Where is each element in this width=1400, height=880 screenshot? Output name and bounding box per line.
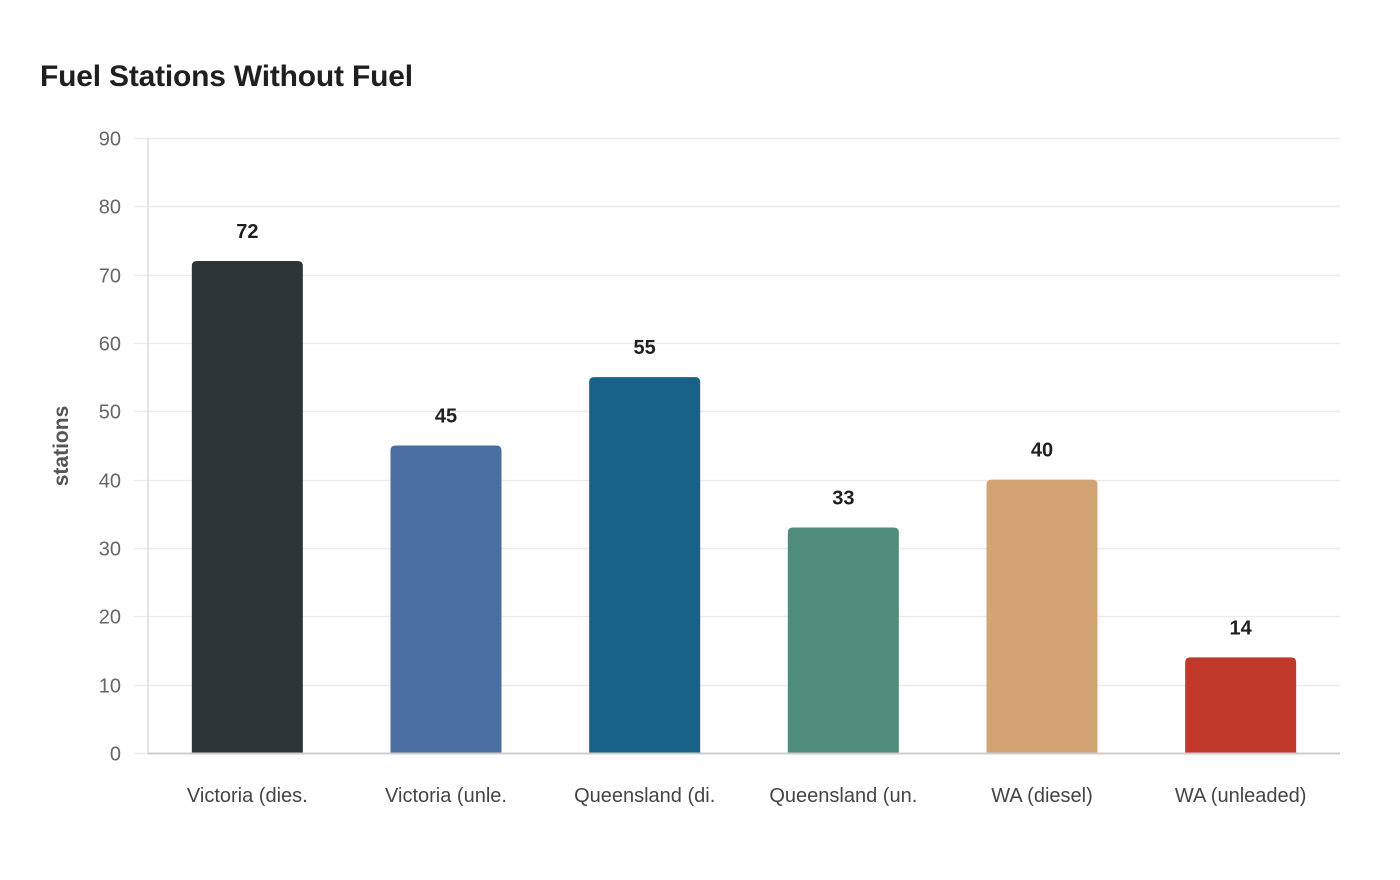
bar[interactable]: [1185, 657, 1297, 753]
y-tick-label: 40: [99, 471, 121, 493]
bars: 72 45 55 33 40 14: [191, 221, 1297, 754]
bar[interactable]: [787, 527, 899, 754]
bar[interactable]: [986, 479, 1098, 753]
y-tick-label: 0: [110, 744, 121, 766]
bar-group: 45: [390, 406, 502, 754]
y-tick-label: 20: [99, 607, 121, 629]
y-axis-ticks: 0 10 20 30 40 50 60 70 80 90: [99, 129, 121, 766]
bar-value-label: 40: [1031, 440, 1053, 462]
bar-value-label: 45: [435, 406, 457, 428]
y-tick-label: 80: [99, 197, 121, 219]
gridlines: [134, 137, 1340, 755]
bar-value-label: 72: [236, 221, 258, 243]
y-tick-label: 70: [99, 266, 121, 288]
y-tick-label: 60: [99, 334, 121, 356]
x-tick-label: Victoria (unle.: [385, 785, 507, 807]
y-tick-label: 90: [99, 129, 121, 151]
bar-group: 72: [191, 221, 303, 753]
bar[interactable]: [191, 261, 303, 753]
bar-group: 55: [589, 337, 701, 753]
bar-group: 33: [787, 488, 899, 754]
chart-title: Fuel Stations Without Fuel: [40, 60, 413, 93]
bar[interactable]: [390, 445, 502, 754]
bar-group: 14: [1185, 617, 1297, 753]
y-tick-label: 50: [99, 402, 121, 424]
bar-value-label: 55: [634, 337, 656, 359]
bar-group: 40: [986, 440, 1098, 753]
x-tick-label: Queensland (un.: [769, 785, 917, 807]
bar[interactable]: [589, 377, 701, 753]
x-tick-label: Queensland (di.: [574, 785, 715, 807]
y-tick-label: 30: [99, 539, 121, 561]
x-tick-label: WA (diesel): [991, 785, 1093, 807]
x-tick-label: Victoria (dies.: [187, 785, 308, 807]
x-axis-ticks: Victoria (dies. Victoria (unle. Queensland…: [187, 785, 1307, 807]
y-tick-label: 10: [99, 676, 121, 698]
bar-value-label: 33: [832, 488, 854, 510]
bar-value-label: 14: [1230, 617, 1253, 639]
x-tick-label: WA (unleaded): [1175, 785, 1307, 807]
